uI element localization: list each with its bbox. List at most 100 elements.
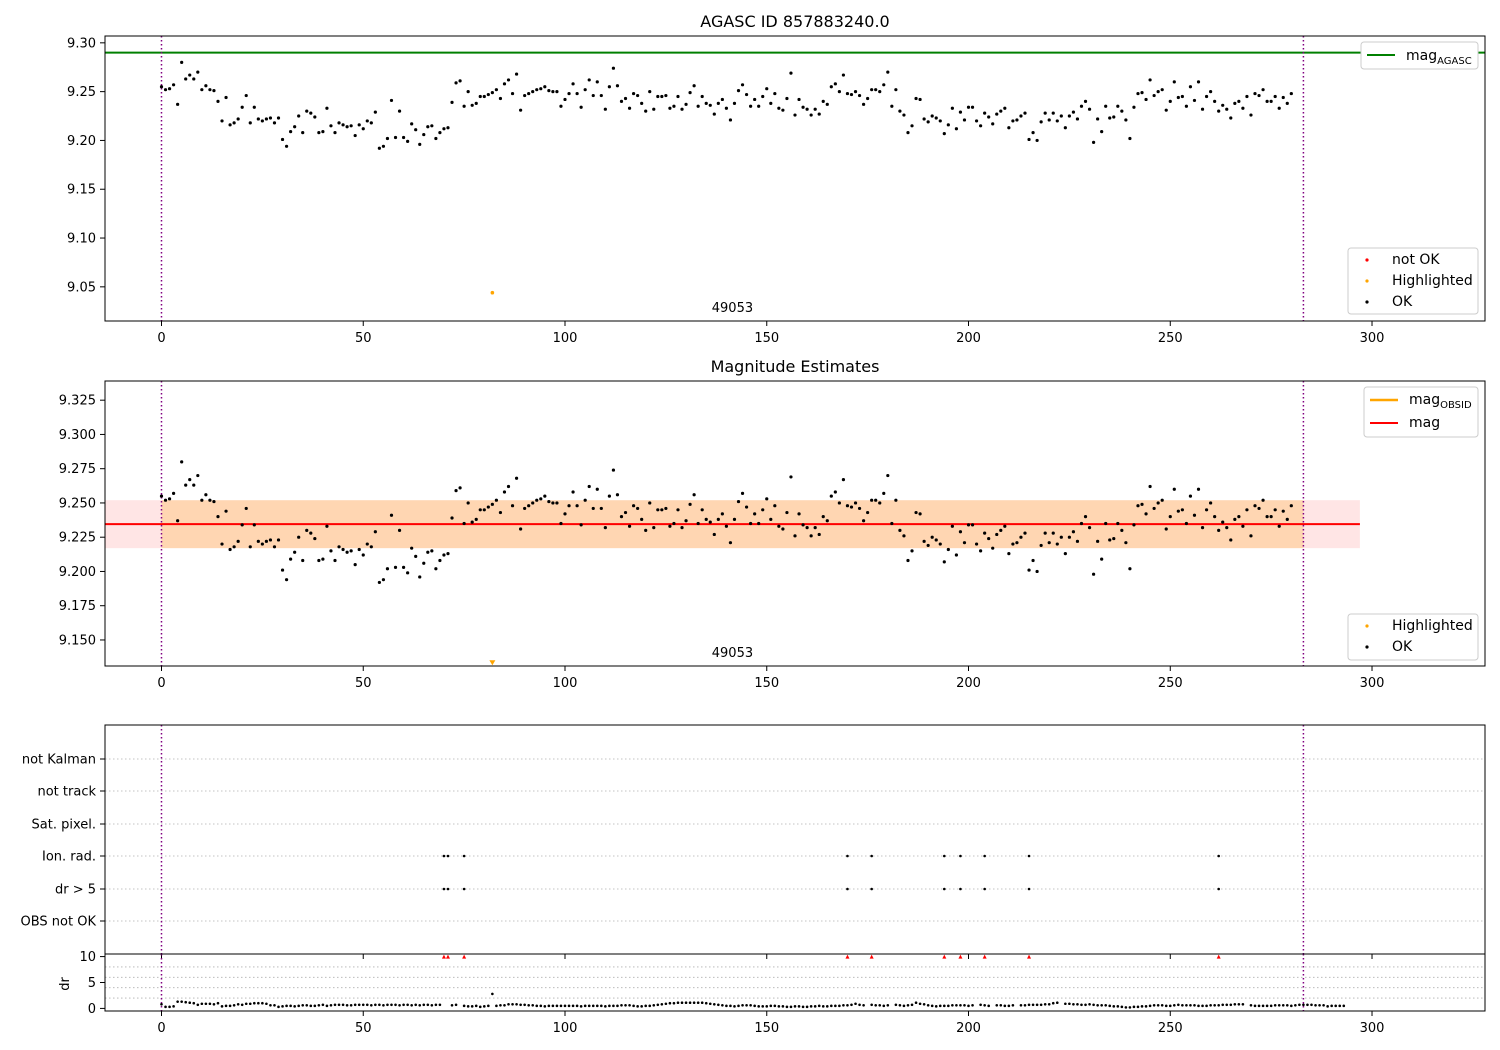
ok-point [1124,118,1128,122]
ok-point [1055,119,1059,123]
ok-point [1281,509,1285,513]
ok-point [373,110,377,114]
ok-point [882,491,886,495]
agasc-point-legend: not OK Highlighted OK [1347,247,1479,315]
ok-point [462,104,466,108]
ok-point [740,491,745,495]
dr-point [834,1004,837,1008]
dr-point [1209,1004,1212,1007]
dr-point [503,1004,506,1007]
ok-point [1039,120,1043,124]
ok-point [333,558,337,563]
ok-point [514,72,519,76]
ok-point [438,558,442,563]
dr-point [422,1003,426,1007]
ok-point [902,534,906,538]
ok-point [611,468,616,472]
ok-point [1015,541,1019,545]
ok-point [672,104,676,108]
dr-point [1164,1004,1168,1008]
x-tick-label: 50 [355,331,372,346]
ok-point [317,558,321,563]
ok-point [567,91,571,96]
ok-point [1079,104,1084,108]
ok-point [1063,552,1067,556]
ok-point [414,554,418,558]
dr-point [1096,1004,1099,1007]
dr-point [712,1002,716,1006]
ok-point [611,66,616,70]
ok-point [325,106,329,110]
dr-point [184,1000,188,1004]
dr-point [176,1000,179,1003]
ok-point [1253,91,1257,96]
ok-point [171,83,176,87]
ok-point [1075,117,1080,121]
dr-point [236,1002,240,1006]
ok-point [260,542,264,546]
ok-point [1273,94,1277,99]
ok-point [1067,535,1071,539]
magnitude-point-legend: Highlighted OK [1347,613,1479,661]
ok-point [349,549,353,553]
ok-point [482,508,486,512]
ok-point [962,541,967,545]
ok-point [870,88,874,92]
ok-point [652,107,656,111]
dr-point [491,992,494,996]
dr-point [293,1005,296,1008]
ok-point [200,88,204,92]
agasc-panel-title: AGASC ID 857883240.0 [700,12,889,31]
ok-point [829,85,833,89]
ok-point [188,73,192,77]
ok-point [708,520,712,524]
ok-point [1265,99,1269,103]
ok-point [349,124,353,128]
ok-point [619,99,624,103]
dr-point [821,1005,825,1008]
ok-point [603,107,607,111]
x-tick-label: 50 [355,1021,372,1036]
ok-point [1164,527,1168,531]
ok-point [1156,90,1160,94]
ok-point [357,123,361,127]
ok-point [369,121,373,125]
ok-point [563,97,567,102]
ok-point [377,146,381,150]
flag-row-label: not track [37,785,96,800]
dr-point [382,1004,385,1007]
ok-point [636,506,640,511]
dr-point [1285,1004,1289,1007]
dr-point [737,1004,740,1008]
dr-point [781,1005,785,1008]
flag-point [442,887,446,891]
ok-point [769,517,773,521]
dr-point [947,1004,950,1008]
ok-point [317,131,321,135]
ok-point [999,109,1003,113]
y-tick-label: 9.20 [67,134,96,149]
ok-point [1253,504,1257,508]
ok-point [902,113,906,117]
ok-point [987,115,991,119]
dr-point [934,1005,938,1008]
ok-point [595,487,599,491]
ok-point [446,552,450,556]
dr-point [955,1004,958,1007]
dr-point [979,1003,982,1007]
ok-point [668,106,672,110]
ok-point [454,81,458,85]
flag-point [983,887,986,891]
ok-point [502,82,507,86]
ok-point [1035,138,1039,143]
ok-point [640,517,644,521]
ok-point [720,97,724,102]
ok-point [220,119,224,123]
ok-point [337,545,341,549]
flag-point [462,854,466,858]
ok-point [535,498,539,502]
y-tick-label: 0 [88,1002,96,1017]
dr-point [1265,1004,1269,1008]
dr-point [1249,1004,1253,1007]
dr-point [551,1004,555,1008]
